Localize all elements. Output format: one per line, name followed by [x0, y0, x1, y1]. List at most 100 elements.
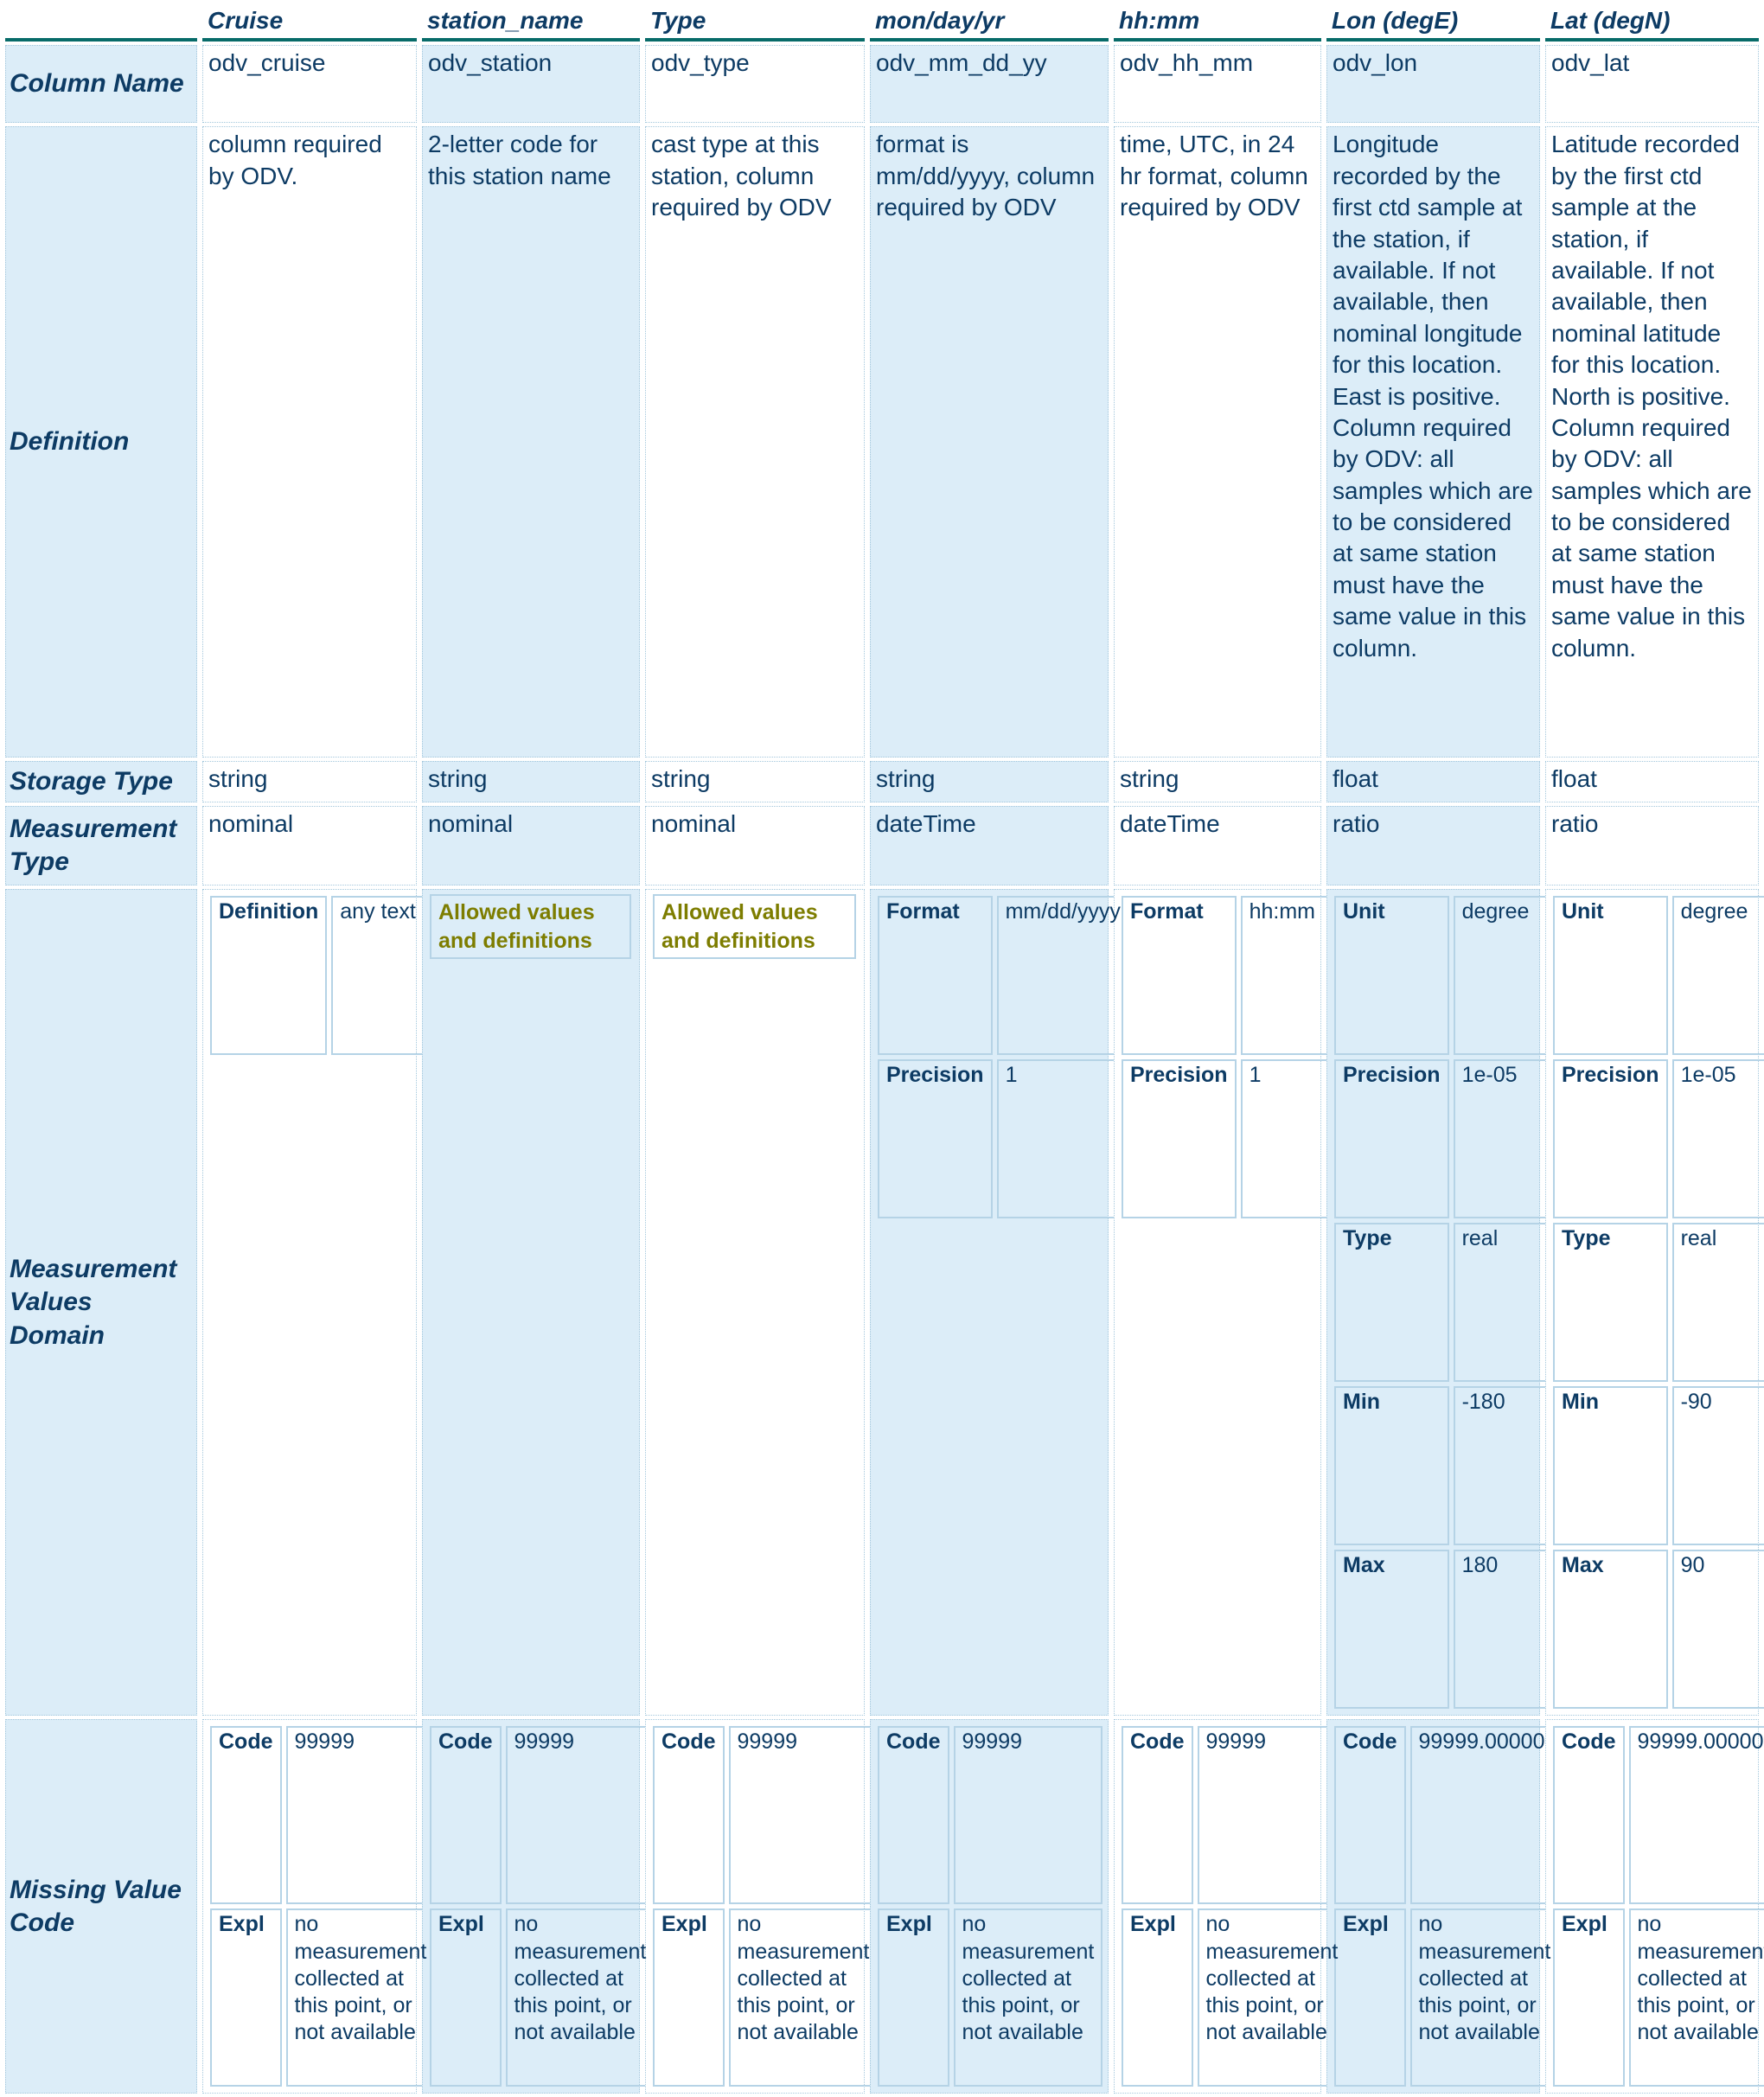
missing-expl-label: Expl	[878, 1908, 949, 2087]
domain-key: Precision	[878, 1059, 993, 1218]
cell-measurement-type-station: nominal	[422, 806, 640, 885]
domain-table-lon: Unit degree Precision 1e-05 Type real Mi…	[1330, 892, 1558, 1713]
missing-expl-label: Expl	[1553, 1908, 1625, 2087]
cell-missing-lat: Code 99999.00000 Expl no measurement col…	[1545, 1719, 1759, 2094]
missing-code-value: 99999	[286, 1726, 436, 1904]
missing-expl-label: Expl	[1122, 1908, 1193, 2087]
domain-value: 90	[1672, 1550, 1764, 1709]
missing-code-value: 99999.00000	[1410, 1726, 1560, 1904]
cell-missing-time: Code 99999 Expl no measurement collected…	[1114, 1719, 1321, 2094]
cell-column-name-lon: odv_lon	[1326, 45, 1540, 123]
cell-storage-type-lon: float	[1326, 761, 1540, 802]
missing-expl-value: no measurement collected at this point, …	[1410, 1908, 1560, 2087]
domain-value: degree	[1672, 896, 1764, 1055]
domain-table-date: Format mm/dd/yyyy Precision 1	[873, 892, 1134, 1223]
domain-key: Min	[1334, 1386, 1449, 1545]
domain-table-cruise: Definition any text	[206, 892, 436, 1059]
domain-key: Unit	[1334, 896, 1449, 1055]
row-measurement-type: Measurement Type nominal nominal nominal…	[5, 806, 1759, 885]
missing-table: Code 99999 Expl no measurement collected…	[206, 1722, 439, 2091]
cell-measurement-type-lat: ratio	[1545, 806, 1759, 885]
cell-storage-type-cruise: string	[202, 761, 417, 802]
missing-code-value: 99999	[1198, 1726, 1347, 1904]
cell-storage-type-lat: float	[1545, 761, 1759, 802]
cell-column-name-station: odv_station	[422, 45, 640, 123]
cell-measurement-type-type: nominal	[645, 806, 865, 885]
row-label-column-name: Column Name	[5, 45, 197, 123]
missing-expl-value: no measurement collected at this point, …	[506, 1908, 655, 2087]
cell-column-name-time: odv_hh_mm	[1114, 45, 1321, 123]
cell-column-name-type: odv_type	[645, 45, 865, 123]
missing-expl-label: Expl	[1334, 1908, 1406, 2087]
domain-value: real	[1454, 1223, 1554, 1382]
cell-definition-lon: Longitude recorded by the first ctd samp…	[1326, 126, 1540, 758]
domain-key: Max	[1334, 1550, 1449, 1709]
missing-table: Code 99999 Expl no measurement collected…	[1117, 1722, 1351, 2091]
missing-code-value: 99999	[506, 1726, 655, 1904]
missing-code-label: Code	[653, 1726, 725, 1904]
missing-code-value: 99999.00000	[1629, 1726, 1764, 1904]
cell-column-name-date: odv_mm_dd_yy	[870, 45, 1109, 123]
domain-key: Precision	[1334, 1059, 1449, 1218]
domain-key: Precision	[1122, 1059, 1237, 1218]
column-header-cruise: Cruise	[202, 3, 417, 42]
corner-cell	[5, 3, 197, 42]
cell-missing-type: Code 99999 Expl no measurement collected…	[645, 1719, 865, 2094]
allowed-values-link[interactable]: Allowed values and definitions	[430, 894, 631, 959]
domain-key: Definition	[210, 896, 327, 1055]
row-label-storage-type: Storage Type	[5, 761, 197, 802]
domain-key: Unit	[1553, 896, 1668, 1055]
missing-code-value: 99999	[729, 1726, 879, 1904]
missing-expl-label: Expl	[210, 1908, 282, 2087]
missing-code-label: Code	[878, 1726, 949, 1904]
cell-measurement-type-time: dateTime	[1114, 806, 1321, 885]
missing-table: Code 99999 Expl no measurement collected…	[425, 1722, 659, 2091]
cell-domain-station: Allowed values and definitions	[422, 889, 640, 1716]
domain-value: 1e-05	[1672, 1059, 1764, 1218]
cell-definition-date: format is mm/dd/yyyy, column required by…	[870, 126, 1109, 758]
column-header-lat: Lat (degN)	[1545, 3, 1759, 42]
cell-definition-type: cast type at this station, column requir…	[645, 126, 865, 758]
cell-missing-lon: Code 99999.00000 Expl no measurement col…	[1326, 1719, 1540, 2094]
missing-expl-label: Expl	[653, 1908, 725, 2087]
row-label-definition: Definition	[5, 126, 197, 758]
domain-value: -180	[1454, 1386, 1554, 1545]
missing-code-label: Code	[430, 1726, 502, 1904]
cell-column-name-lat: odv_lat	[1545, 45, 1759, 123]
cell-domain-time: Format hh:mm Precision 1	[1114, 889, 1321, 1716]
domain-key: Precision	[1553, 1059, 1668, 1218]
row-definition: Definition column required by ODV. 2-let…	[5, 126, 1759, 758]
column-header-lon: Lon (degE)	[1326, 3, 1540, 42]
cell-storage-type-station: string	[422, 761, 640, 802]
domain-value: degree	[1454, 896, 1554, 1055]
cell-column-name-cruise: odv_cruise	[202, 45, 417, 123]
row-label-measurement-type: Measurement Type	[5, 806, 197, 885]
missing-code-label: Code	[1122, 1726, 1193, 1904]
row-column-name: Column Name odv_cruise odv_station odv_t…	[5, 45, 1759, 123]
cell-storage-type-type: string	[645, 761, 865, 802]
missing-code-label: Code	[1334, 1726, 1406, 1904]
column-header-station-name: station_name	[422, 3, 640, 42]
cell-definition-station: 2-letter code for this station name	[422, 126, 640, 758]
missing-table: Code 99999.00000 Expl no measurement col…	[1330, 1722, 1563, 2091]
header-row: Cruise station_name Type mon/day/yr hh:m…	[5, 3, 1759, 42]
cell-definition-cruise: column required by ODV.	[202, 126, 417, 758]
cell-domain-lon: Unit degree Precision 1e-05 Type real Mi…	[1326, 889, 1540, 1716]
cell-missing-station: Code 99999 Expl no measurement collected…	[422, 1719, 640, 2094]
cell-domain-date: Format mm/dd/yyyy Precision 1	[870, 889, 1109, 1716]
cell-measurement-type-date: dateTime	[870, 806, 1109, 885]
cell-measurement-type-lon: ratio	[1326, 806, 1540, 885]
row-missing-value-code: Missing Value Code Code 99999 Expl no me…	[5, 1719, 1759, 2094]
domain-table-lat: Unit degree Precision 1e-05 Type real Mi…	[1549, 892, 1764, 1713]
domain-key: Min	[1553, 1386, 1668, 1545]
cell-missing-date: Code 99999 Expl no measurement collected…	[870, 1719, 1109, 2094]
cell-domain-type: Allowed values and definitions	[645, 889, 865, 1716]
column-header-date: mon/day/yr	[870, 3, 1109, 42]
domain-value: real	[1672, 1223, 1764, 1382]
cell-storage-type-date: string	[870, 761, 1109, 802]
row-label-measurement-values-domain: Measurement Values Domain	[5, 889, 197, 1716]
cell-measurement-type-cruise: nominal	[202, 806, 417, 885]
domain-key: Format	[1122, 896, 1237, 1055]
allowed-values-link[interactable]: Allowed values and definitions	[653, 894, 856, 959]
domain-value: mm/dd/yyyy	[997, 896, 1129, 1055]
